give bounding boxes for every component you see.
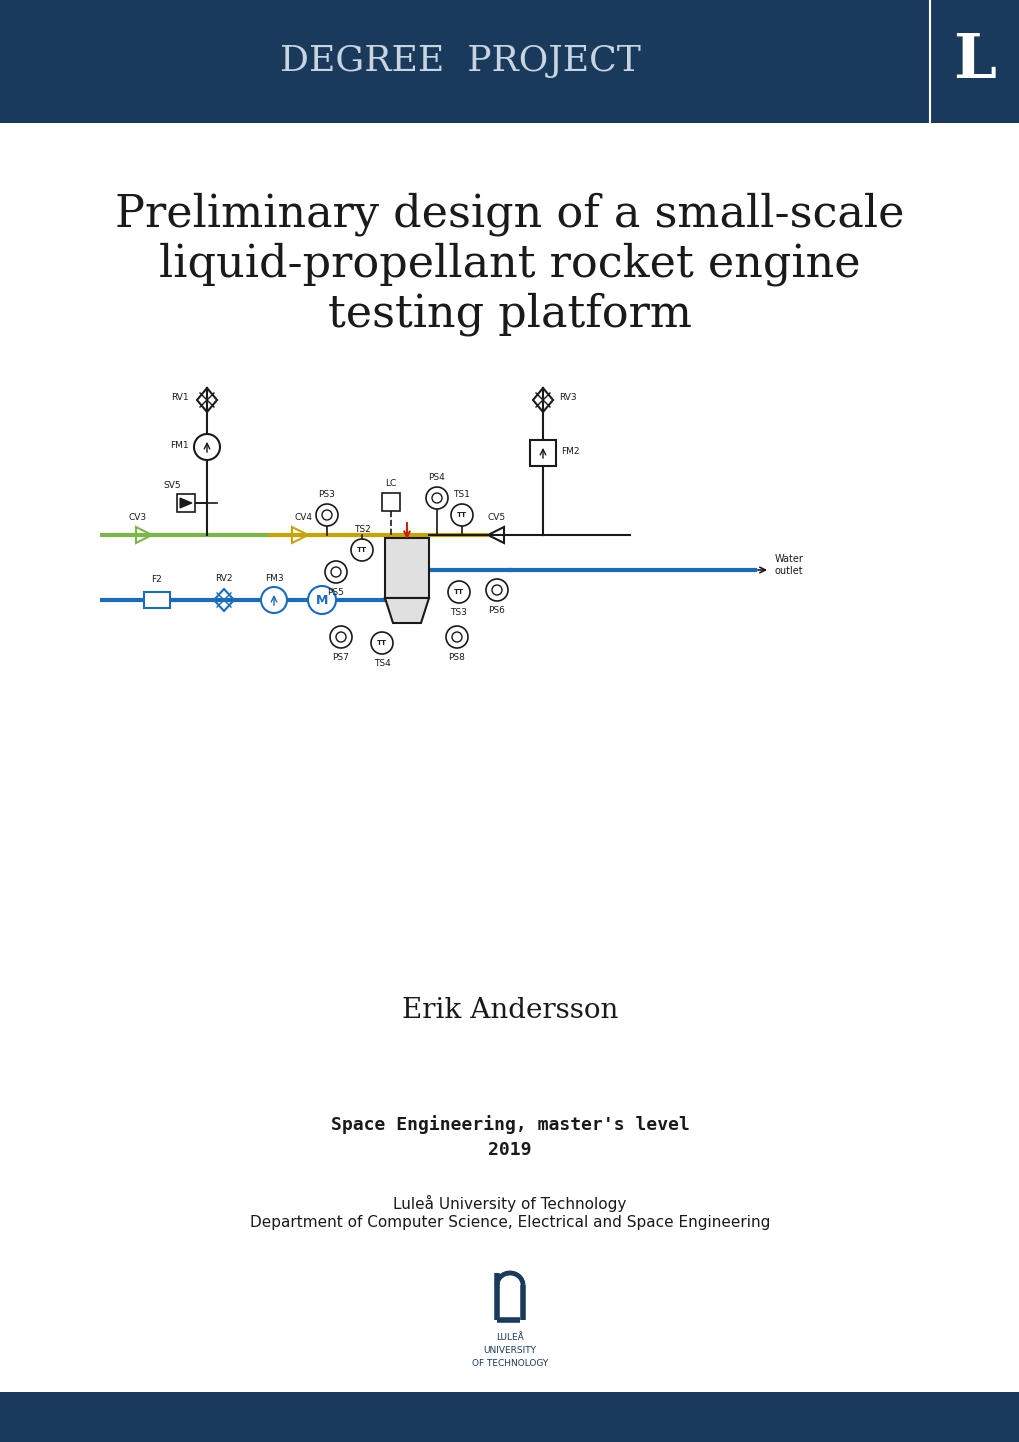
Circle shape xyxy=(331,567,340,577)
Circle shape xyxy=(485,580,507,601)
Text: LULEÅ
UNIVERSITY
OF TECHNOLOGY: LULEÅ UNIVERSITY OF TECHNOLOGY xyxy=(472,1332,547,1368)
Text: FM1: FM1 xyxy=(170,440,189,450)
Text: TS4: TS4 xyxy=(373,659,390,668)
Text: TS2: TS2 xyxy=(354,525,370,534)
Text: FM3: FM3 xyxy=(264,574,283,583)
Circle shape xyxy=(432,493,441,503)
Text: TT: TT xyxy=(377,640,386,646)
Polygon shape xyxy=(384,598,429,623)
Bar xyxy=(0,0,1019,123)
Text: FM2: FM2 xyxy=(560,447,579,456)
Text: PS3: PS3 xyxy=(318,490,335,499)
Circle shape xyxy=(325,561,346,583)
Circle shape xyxy=(450,505,473,526)
Text: Preliminary design of a small-scale: Preliminary design of a small-scale xyxy=(115,193,904,236)
Text: PS4: PS4 xyxy=(428,473,445,482)
Bar xyxy=(177,495,195,512)
Polygon shape xyxy=(179,497,192,508)
Text: PS8: PS8 xyxy=(448,653,465,662)
Text: PS5: PS5 xyxy=(327,588,344,597)
Text: CV3: CV3 xyxy=(128,513,147,522)
Text: CV5: CV5 xyxy=(487,513,505,522)
Circle shape xyxy=(194,434,220,460)
Bar xyxy=(530,440,555,466)
Text: PS6: PS6 xyxy=(488,606,505,614)
Text: testing platform: testing platform xyxy=(328,293,691,336)
Text: TT: TT xyxy=(457,512,467,518)
Circle shape xyxy=(445,626,468,647)
Text: TS1: TS1 xyxy=(453,490,470,499)
Text: PS7: PS7 xyxy=(332,653,350,662)
Circle shape xyxy=(330,626,352,647)
Text: RV3: RV3 xyxy=(558,394,576,402)
Bar xyxy=(384,538,429,598)
Bar xyxy=(382,493,399,510)
Bar xyxy=(0,1392,1019,1442)
Text: RV1: RV1 xyxy=(171,394,189,402)
Text: F2: F2 xyxy=(152,575,162,584)
Text: Department of Computer Science, Electrical and Space Engineering: Department of Computer Science, Electric… xyxy=(250,1216,769,1230)
Text: DEGREE  PROJECT: DEGREE PROJECT xyxy=(279,45,640,78)
Circle shape xyxy=(491,585,501,596)
Circle shape xyxy=(335,632,345,642)
Circle shape xyxy=(351,539,373,561)
Text: LC: LC xyxy=(385,479,396,487)
Text: TT: TT xyxy=(453,588,464,596)
Text: TS3: TS3 xyxy=(450,609,467,617)
Text: 2019: 2019 xyxy=(488,1141,531,1159)
Text: SV5: SV5 xyxy=(163,482,180,490)
Bar xyxy=(144,593,170,609)
Text: RV2: RV2 xyxy=(215,574,232,583)
Text: Luleå University of Technology: Luleå University of Technology xyxy=(393,1194,626,1211)
Text: M: M xyxy=(316,594,328,607)
Circle shape xyxy=(426,487,447,509)
Circle shape xyxy=(451,632,462,642)
Circle shape xyxy=(447,581,470,603)
Text: L: L xyxy=(953,32,996,91)
Circle shape xyxy=(316,505,337,526)
Text: Water
outlet: Water outlet xyxy=(774,554,803,575)
Circle shape xyxy=(308,585,335,614)
Text: CV4: CV4 xyxy=(294,513,313,522)
Text: liquid-propellant rocket engine: liquid-propellant rocket engine xyxy=(159,242,860,287)
Text: Erik Andersson: Erik Andersson xyxy=(401,996,618,1024)
Circle shape xyxy=(371,632,392,655)
Circle shape xyxy=(261,587,286,613)
Text: Space Engineering, master's level: Space Engineering, master's level xyxy=(330,1116,689,1135)
Text: TT: TT xyxy=(357,547,367,552)
Circle shape xyxy=(322,510,331,521)
